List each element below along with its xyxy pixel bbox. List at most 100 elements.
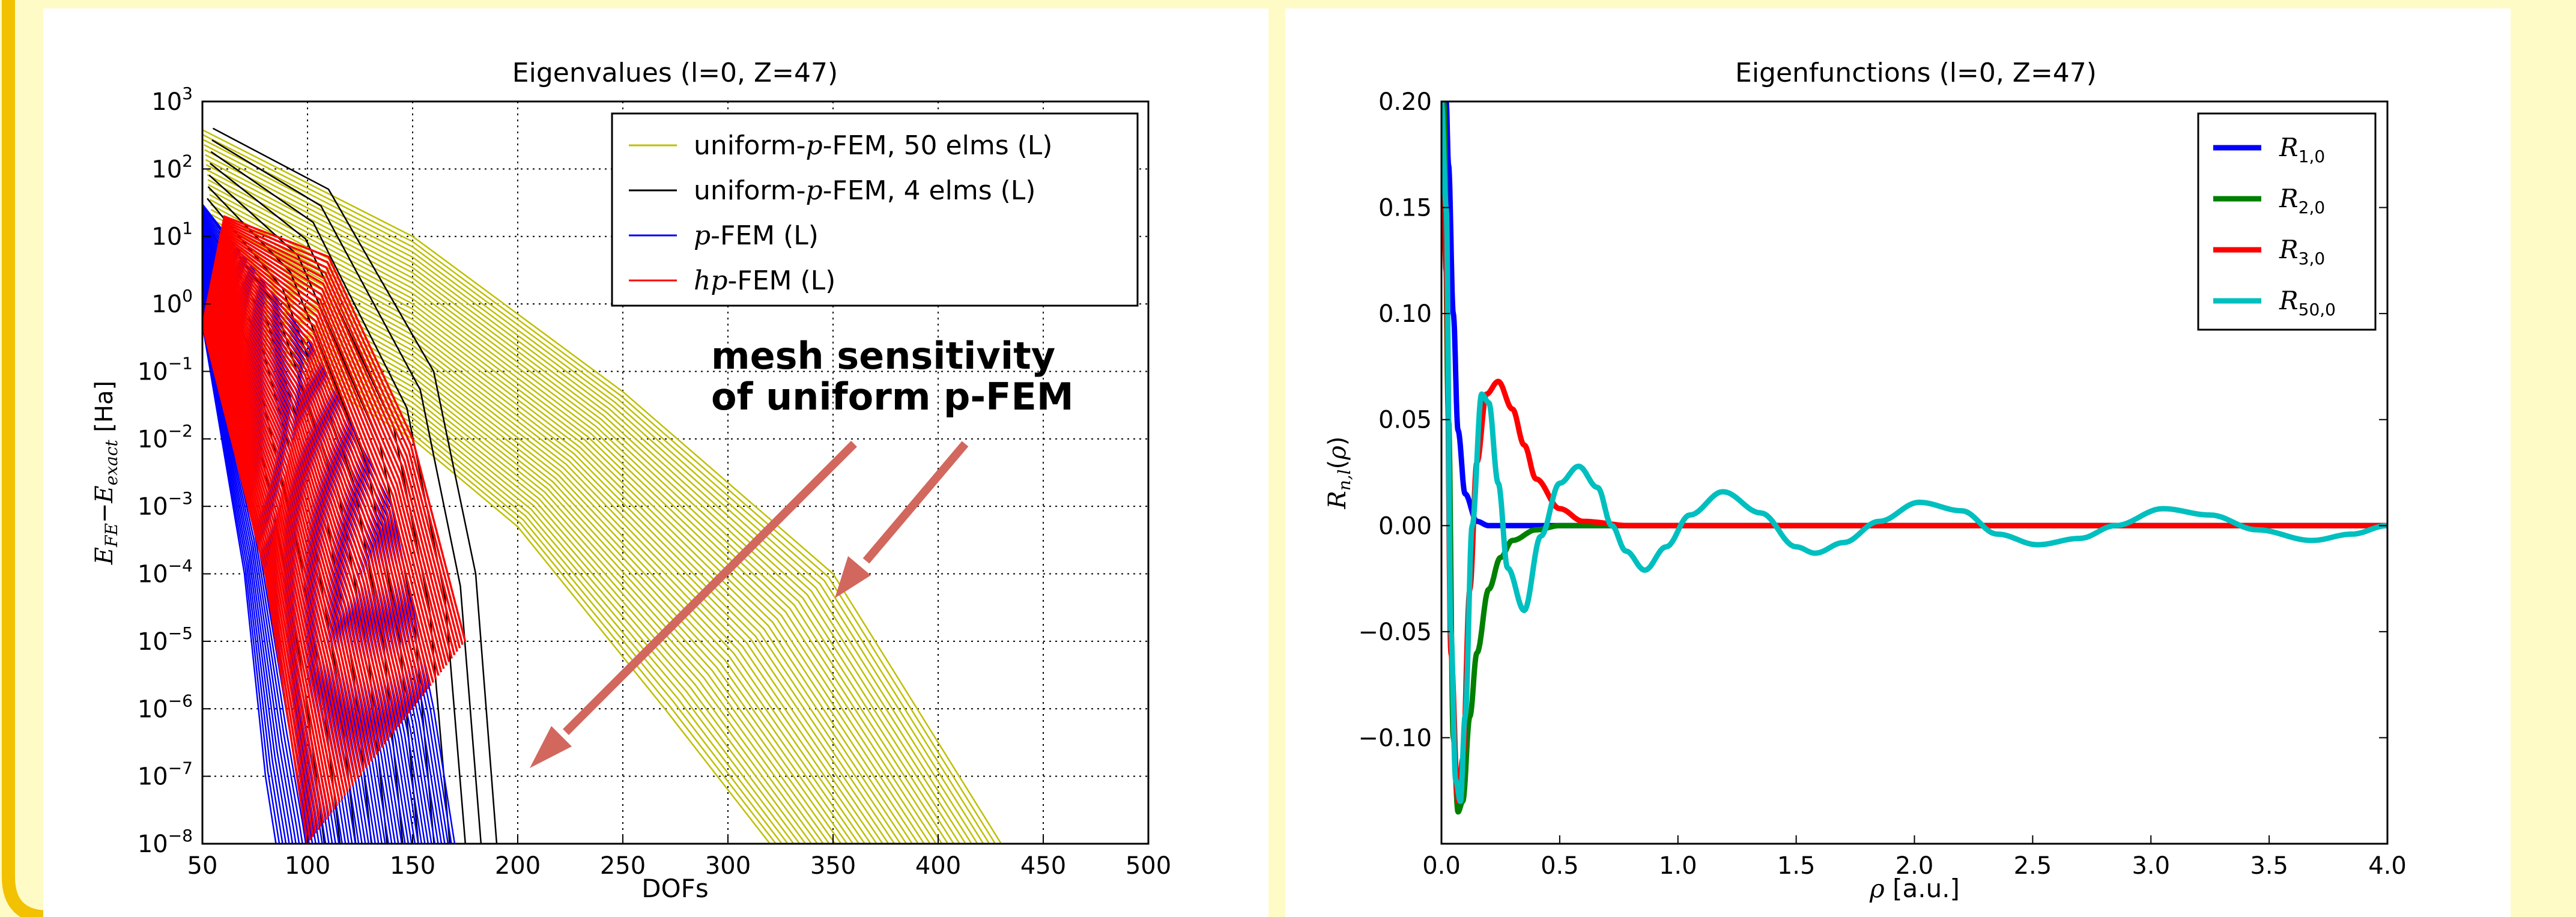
- y-axis-label: EFE−Eexact [Ha]: [91, 381, 121, 565]
- series-line-hpfem: [219, 235, 437, 680]
- x-tick-label: 3.0: [2132, 852, 2170, 880]
- series-line-hpfem: [221, 224, 453, 659]
- svg-text:Rn,l(ρ): Rn,l(ρ): [1324, 437, 1354, 510]
- annotation-text-line-1: mesh sensitivity: [711, 334, 1055, 378]
- y-tick-label: 0.10: [1378, 300, 1432, 328]
- eigenvalues-panel: Eigenvalues (l=0, Z=47) mesh sensitivity…: [43, 8, 1268, 917]
- series-line-uniform50: [207, 179, 943, 844]
- series-line-hpfem: [216, 250, 416, 707]
- series-line-pfem: [202, 321, 280, 844]
- series-line-hpfem: [216, 246, 421, 700]
- x-tick-label: 1.0: [1659, 852, 1697, 880]
- series-line-uniform50: [205, 164, 960, 844]
- y-tick-label: 0.05: [1378, 407, 1432, 434]
- y-tick-label: 101: [151, 219, 193, 251]
- series-line-uniform50: [213, 234, 877, 844]
- series-line-hpfem: [219, 234, 440, 676]
- series-line-hpfem: [213, 261, 400, 728]
- series-line-uniform50: [210, 208, 908, 844]
- series-line-hpfem: [217, 243, 426, 694]
- series-line-pfem: [202, 308, 300, 844]
- series-line-hpfem: [210, 281, 371, 765]
- series-line-hpfem: [218, 239, 432, 686]
- y-axis-ticks: 0.20 0.15 0.10 0.05 0.00 −0.05 −0.10: [1358, 88, 2387, 752]
- series-line-uniform50: [203, 139, 990, 844]
- series-line-uniform50: [207, 174, 949, 844]
- series-line-hpfem: [223, 215, 467, 642]
- series-line-uniform50: [216, 258, 848, 844]
- series-line-uniform50: [208, 184, 937, 844]
- series-line-pfem: [202, 313, 294, 844]
- legend-entry-label: R50,0: [2279, 286, 2336, 319]
- x-axis-ticks: 0.0 0.5 1.0 1.5 2.0 2.5 3.0 3.5 4.0: [1422, 835, 2407, 880]
- series-line-hpfem: [205, 305, 336, 810]
- y-tick-label: 10−1: [138, 353, 193, 386]
- series-line-uniform4: [210, 151, 467, 844]
- series-line-hpfem: [207, 292, 354, 786]
- series-line-hpfem: [215, 253, 410, 714]
- series-line-pfem: [202, 252, 383, 844]
- series-line-hpfem: [213, 265, 395, 734]
- series-line-hpfem: [203, 315, 322, 827]
- y-tick-label: 10−8: [138, 826, 193, 858]
- legend-entry-label: uniform-p-FEM, 4 elms (L): [694, 175, 1035, 206]
- y-tick-label: 100: [151, 286, 193, 318]
- series-line-hpfem: [218, 237, 434, 683]
- annotation-arrowhead: [835, 556, 871, 598]
- series-line-uniform50: [204, 149, 978, 844]
- y-tick-label: 0.00: [1378, 512, 1432, 540]
- series-line-uniform50: [210, 199, 919, 844]
- y-tick-label: 10−7: [138, 758, 193, 791]
- series-line-pfem: [202, 310, 297, 844]
- series-line-hpfem: [202, 322, 312, 841]
- series-line-uniform4: [211, 139, 482, 844]
- x-tick-label: 300: [705, 852, 751, 880]
- series-line-hpfem: [217, 244, 423, 697]
- chart-title: Eigenvalues (l=0, Z=47): [512, 58, 838, 88]
- series-line-hpfem: [205, 301, 341, 803]
- eigenfunctions-chart: Eigenfunctions (l=0, Z=47) 0.0 0.5 1.0 1.5 2…: [1324, 58, 2407, 903]
- curves: [1441, 101, 2387, 815]
- x-tick-label: 500: [1126, 852, 1171, 880]
- series-line-hpfem: [220, 226, 450, 662]
- x-tick-label: 0.5: [1541, 852, 1579, 880]
- chart-title: Eigenfunctions (l=0, Z=47): [1735, 58, 2097, 88]
- y-tick-label: 10−3: [138, 488, 193, 521]
- y-tick-label: 10−4: [138, 556, 193, 589]
- y-tick-label: 102: [151, 151, 193, 183]
- series-line-hpfem: [208, 289, 360, 779]
- series-line-pfem: [202, 259, 373, 844]
- y-tick-label: 0.20: [1378, 88, 1432, 116]
- series-line-hpfem: [210, 279, 373, 762]
- y-tick-label: 103: [151, 83, 193, 116]
- x-tick-label: 250: [600, 852, 646, 880]
- series-line-uniform50: [219, 288, 813, 844]
- annotation-arrow: [862, 441, 969, 564]
- series-line-uniform50: [202, 129, 1002, 844]
- series-line-4: [1441, 101, 2387, 804]
- series-line-uniform50: [205, 159, 966, 844]
- series-line-hpfem: [216, 248, 419, 704]
- x-tick-label: 2.0: [1896, 852, 1934, 880]
- series-line-uniform50: [206, 169, 955, 844]
- x-tick-label: 50: [187, 852, 218, 880]
- x-tick-label: 2.5: [2014, 852, 2052, 880]
- series-line-hpfem: [217, 241, 429, 690]
- y-tick-label: 10−5: [138, 623, 193, 656]
- series-line-pfem: [202, 257, 377, 844]
- legend-entry-label: R1,0: [2279, 133, 2325, 166]
- x-tick-label: 0.0: [1422, 852, 1461, 880]
- series-line-hpfem: [220, 229, 445, 670]
- series-line-uniform50: [217, 268, 836, 844]
- annotation-text-line-2: of uniform p-FEM: [711, 375, 1074, 419]
- annotation-arrow: [563, 441, 857, 735]
- series-line-uniform4: [212, 127, 498, 844]
- annotation-group: mesh sensitivity of uniform p-FEM: [530, 334, 1074, 768]
- legend-entry-label: R3,0: [2279, 235, 2325, 268]
- series-line-hpfem: [220, 228, 448, 666]
- legend-entry-label: uniform-p-FEM, 50 elms (L): [694, 130, 1052, 161]
- series-line-hpfem: [214, 259, 402, 724]
- series-line-hpfem: [202, 316, 320, 831]
